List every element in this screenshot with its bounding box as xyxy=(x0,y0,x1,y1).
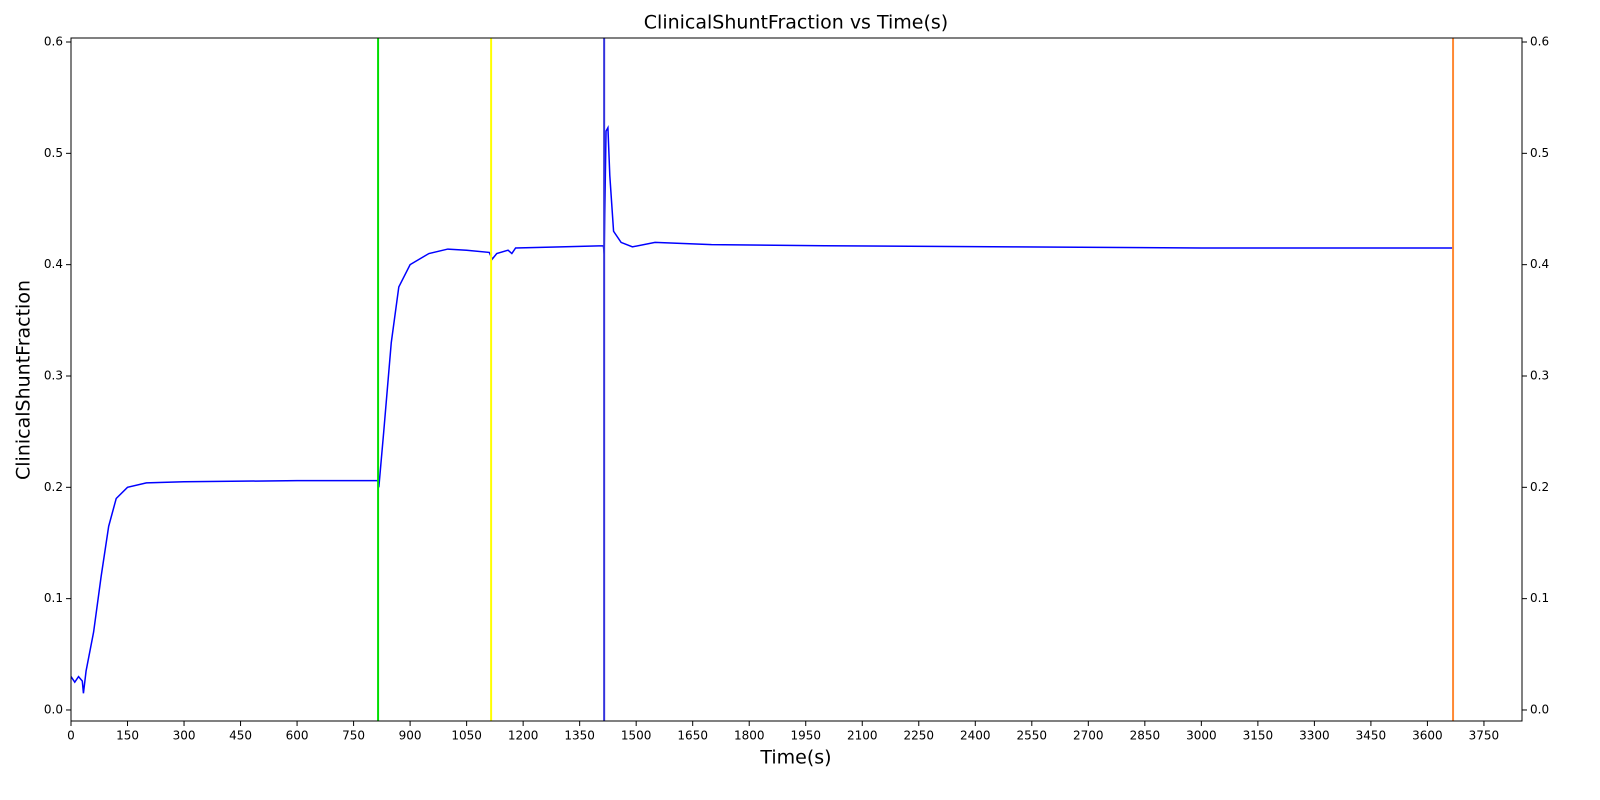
x-tick-label: 3150 xyxy=(1243,729,1274,743)
x-tick-label: 3300 xyxy=(1299,729,1330,743)
x-tick-label: 3750 xyxy=(1469,729,1500,743)
x-tick-label: 2700 xyxy=(1073,729,1104,743)
x-tick-label: 750 xyxy=(342,729,365,743)
y-tick-label: 0.0 xyxy=(44,702,63,716)
y-axis-label: ClinicalShuntFraction xyxy=(13,280,35,480)
y-tick-label: 0.6 xyxy=(44,35,63,49)
x-tick-label: 0 xyxy=(67,729,75,743)
x-tick-label: 2850 xyxy=(1130,729,1161,743)
x-tick-label: 3000 xyxy=(1186,729,1217,743)
x-tick-label: 1050 xyxy=(451,729,482,743)
x-tick-label: 1200 xyxy=(508,729,539,743)
x-tick-label: 2400 xyxy=(960,729,991,743)
x-tick-label: 2250 xyxy=(903,729,934,743)
y2-tick-label: 0.1 xyxy=(1530,591,1549,605)
chart-title: ClinicalShuntFraction vs Time(s) xyxy=(644,12,948,34)
x-tick-label: 1800 xyxy=(734,729,765,743)
x-tick-label: 1500 xyxy=(621,729,652,743)
y-tick-label: 0.4 xyxy=(44,257,63,271)
x-tick-label: 600 xyxy=(286,729,309,743)
y2-tick-label: 0.6 xyxy=(1530,35,1549,49)
y-tick-label: 0.5 xyxy=(44,146,63,160)
x-tick-label: 450 xyxy=(229,729,252,743)
y-tick-label: 0.1 xyxy=(44,591,63,605)
x-tick-label: 3450 xyxy=(1356,729,1387,743)
data-line xyxy=(70,125,1454,694)
x-axis-label: Time(s) xyxy=(759,747,831,769)
y2-tick-label: 0.2 xyxy=(1530,480,1549,494)
x-tick-label: 150 xyxy=(116,729,139,743)
x-tick-label: 2100 xyxy=(847,729,878,743)
y-tick-label: 0.3 xyxy=(44,368,63,382)
y2-tick-label: 0.5 xyxy=(1530,146,1549,160)
y2-tick-label: 0.4 xyxy=(1530,257,1549,271)
x-tick-label: 1650 xyxy=(677,729,708,743)
y-tick-label: 0.2 xyxy=(44,480,63,494)
x-tick-label: 3600 xyxy=(1412,729,1443,743)
x-tick-label: 1350 xyxy=(564,729,595,743)
x-tick-label: 900 xyxy=(399,729,422,743)
x-tick-label: 300 xyxy=(173,729,196,743)
y2-tick-label: 0.3 xyxy=(1530,368,1549,382)
y2-tick-label: 0.0 xyxy=(1530,702,1549,716)
x-tick-label: 2550 xyxy=(1017,729,1048,743)
x-tick-label: 1950 xyxy=(790,729,821,743)
plot-frame xyxy=(70,37,1523,722)
